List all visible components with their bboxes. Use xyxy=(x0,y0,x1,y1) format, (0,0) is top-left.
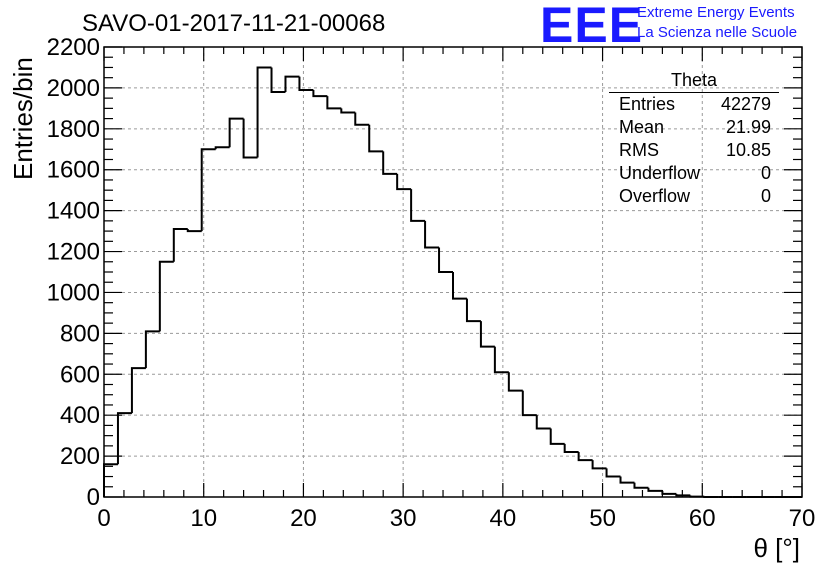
histogram-bin xyxy=(144,330,160,369)
x-tick-label: 10 xyxy=(190,505,217,532)
y-tick-label: 1800 xyxy=(47,116,100,143)
logo-line-2: La Scienza nelle Scuole xyxy=(637,24,798,41)
y-tick-label: 1600 xyxy=(47,157,100,184)
histogram-bin xyxy=(103,463,118,497)
stats-row-underflow: Underflow 0 xyxy=(609,162,779,185)
histogram-bin xyxy=(186,229,202,233)
stats-label: Mean xyxy=(619,117,665,137)
histogram-bin xyxy=(368,124,384,153)
histogram-bin xyxy=(605,468,621,478)
histogram-bin xyxy=(438,247,453,273)
histogram-bin xyxy=(396,173,412,191)
y-tick-label: 1000 xyxy=(47,279,100,306)
stats-value: 42279 xyxy=(720,94,771,114)
histogram-bin xyxy=(158,260,174,332)
y-tick-label: 1200 xyxy=(47,239,100,266)
histogram-bin xyxy=(452,272,467,300)
histogram-bin xyxy=(172,228,188,262)
histogram-bin xyxy=(591,460,607,470)
y-tick-label: 800 xyxy=(60,320,100,347)
histogram-bin xyxy=(661,490,677,495)
stats-title: Theta xyxy=(609,70,779,93)
histogram-bin xyxy=(633,482,649,489)
histogram-bin xyxy=(424,220,440,249)
stats-row-mean: Mean 21.99 xyxy=(609,116,779,139)
histogram-bin xyxy=(563,443,579,453)
x-axis-label: θ [°] xyxy=(753,533,800,563)
histogram-bin xyxy=(549,428,565,445)
stats-value: 21.99 xyxy=(725,117,771,137)
stats-row-entries: Entries 42279 xyxy=(609,93,779,116)
y-tick-label: 600 xyxy=(60,361,100,388)
histogram-bin xyxy=(619,476,635,484)
axes: 0 10 20 30 40 50 60 70 0 200 400 600 800 1000 1200 1400… xyxy=(47,34,816,532)
y-axis-label: Entries/bin xyxy=(8,57,38,180)
x-tick-label: 0 xyxy=(97,505,110,532)
stats-value: 0 xyxy=(760,163,771,183)
histogram-bin xyxy=(577,452,593,462)
histogram-bin xyxy=(130,367,146,414)
histogram-bin xyxy=(465,298,481,323)
histogram-bin xyxy=(535,415,551,430)
histogram-bin xyxy=(228,117,244,148)
histogram-bin xyxy=(326,96,342,110)
histogram-bin xyxy=(493,346,509,374)
histogram-bin xyxy=(354,112,370,126)
stats-label: Overflow xyxy=(619,186,691,206)
gridlines xyxy=(104,47,802,497)
histogram-bin xyxy=(242,118,258,159)
stats-label: RMS xyxy=(619,140,659,160)
y-tick-label: 1400 xyxy=(47,198,100,225)
histogram-bin xyxy=(200,148,216,232)
stats-value: 0 xyxy=(760,186,771,206)
y-tick-label: 400 xyxy=(60,402,100,429)
histogram-bin xyxy=(312,89,328,98)
histogram-bin xyxy=(647,487,663,492)
eee-logo: EEE xyxy=(540,0,644,53)
x-tick-label: 20 xyxy=(290,505,317,532)
histogram-bin xyxy=(256,66,272,158)
histogram-bin xyxy=(507,372,523,392)
logo-line-1: Extreme Energy Events xyxy=(637,4,795,21)
stats-value: 10.85 xyxy=(725,140,771,160)
stats-box: Theta Entries 42279 Mean 21.99 RMS 10.85… xyxy=(609,70,779,208)
x-tick-label: 40 xyxy=(490,505,517,532)
histogram-bin xyxy=(284,75,300,92)
stats-row-rms: RMS 10.85 xyxy=(609,139,779,162)
plot-title: SAVO-01-2017-11-21-00068 xyxy=(82,10,386,37)
histogram-bin xyxy=(270,67,286,93)
histogram-bin xyxy=(298,76,314,91)
y-tick-label: 0 xyxy=(87,484,100,511)
stats-label: Underflow xyxy=(619,163,701,183)
y-tick-label: 2000 xyxy=(47,75,100,102)
stats-row-overflow: Overflow 0 xyxy=(609,185,779,208)
histogram-bin xyxy=(116,412,132,465)
x-tick-label: 70 xyxy=(789,505,816,532)
x-tick-label: 30 xyxy=(390,505,417,532)
histogram-bin xyxy=(340,108,356,114)
histogram-bin xyxy=(479,321,495,348)
stats-label: Entries xyxy=(619,94,676,114)
histogram-bin xyxy=(410,189,426,222)
histogram-bin xyxy=(382,151,398,175)
histogram-bin xyxy=(214,146,230,150)
histogram-bin xyxy=(521,390,537,417)
x-tick-label: 50 xyxy=(589,505,616,532)
y-tick-label: 2200 xyxy=(47,34,100,61)
y-tick-label: 200 xyxy=(60,443,100,470)
histogram-bin xyxy=(675,493,691,497)
x-tick-label: 60 xyxy=(689,505,716,532)
